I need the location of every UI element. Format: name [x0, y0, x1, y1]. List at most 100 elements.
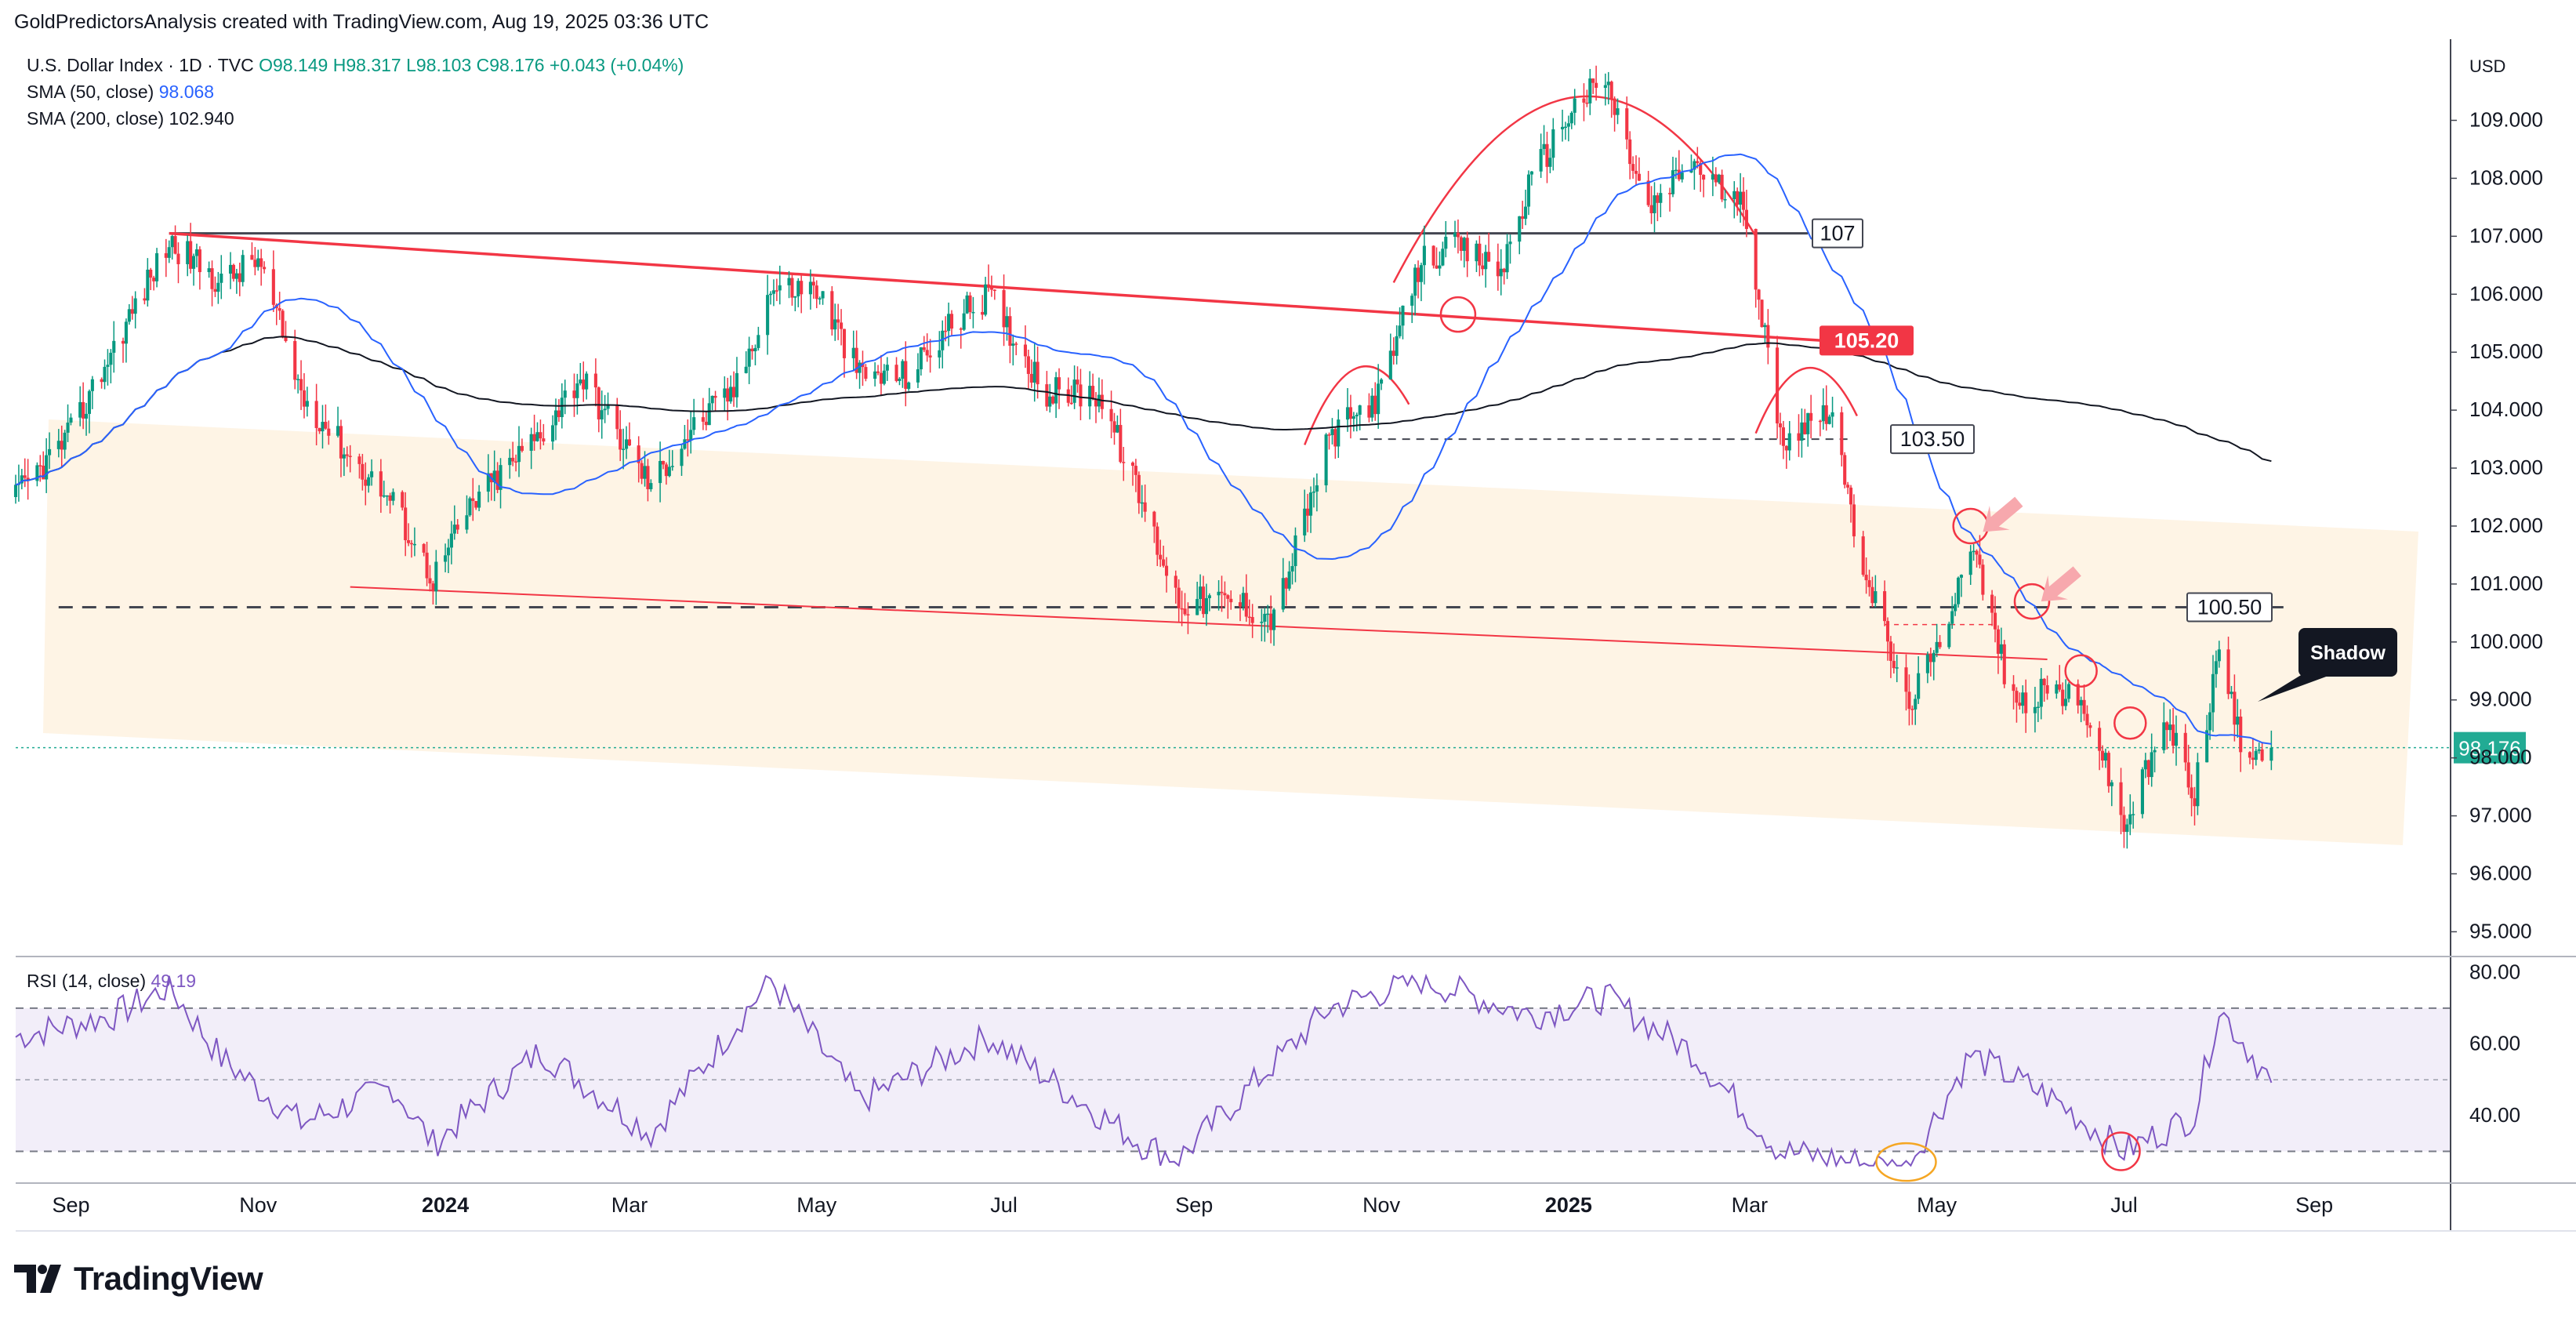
candle-body — [1649, 205, 1653, 213]
candle-body — [1689, 169, 1693, 173]
candle-body — [2033, 706, 2037, 713]
candle-body — [1778, 423, 1783, 428]
candle-body — [575, 383, 579, 398]
candle-body — [2193, 798, 2197, 807]
candle-body — [800, 281, 804, 295]
candle-body — [1595, 82, 1598, 89]
candle-body — [1993, 612, 1997, 630]
candle-body — [26, 477, 30, 481]
candle-body — [1766, 325, 1770, 348]
candle-body — [1008, 316, 1012, 346]
candle-body — [391, 492, 395, 501]
candle-body — [367, 477, 371, 486]
candle-body — [173, 236, 177, 254]
candle-body — [241, 255, 245, 282]
candle-body — [882, 370, 886, 384]
candle-body — [683, 439, 687, 449]
shadow-callout-pointer — [2258, 670, 2328, 702]
candle-body — [1702, 175, 1706, 180]
candle-body — [2061, 689, 2065, 706]
candle-body — [2143, 760, 2147, 770]
candle-body — [1162, 559, 1166, 566]
candle-body — [1122, 462, 1126, 463]
candle-body — [1229, 598, 1233, 603]
candle-body — [640, 463, 644, 479]
candle-body — [1892, 660, 1896, 669]
candle-body — [2045, 684, 2049, 694]
candle-body — [231, 264, 236, 279]
candle-body — [1244, 593, 1248, 617]
candle-body — [735, 372, 739, 398]
candle-body — [756, 335, 760, 348]
candle-body — [1281, 578, 1285, 610]
candle-body — [1413, 267, 1417, 296]
candle-body — [422, 543, 426, 553]
candle-body — [1591, 78, 1595, 83]
candle-body — [444, 555, 448, 562]
candle-body — [2015, 691, 2019, 703]
candle-body — [2103, 753, 2108, 761]
candle-body — [864, 367, 868, 379]
price-tick-label: 98.000 — [2469, 746, 2532, 769]
pink-arrow-upper-shape — [1983, 496, 2023, 532]
candle-body — [1569, 112, 1573, 124]
candle-body — [250, 255, 254, 260]
candle-body — [535, 432, 539, 441]
candle-body — [1606, 82, 1610, 85]
candle-body — [1337, 419, 1341, 447]
candle-body — [876, 371, 880, 373]
candle-body — [471, 498, 475, 501]
candle-body — [1849, 487, 1853, 505]
candle-body — [278, 308, 281, 311]
candle-body — [1223, 593, 1227, 596]
sma200-value: 102.940 — [169, 108, 234, 129]
candle-body — [732, 387, 736, 398]
candle-body — [382, 495, 386, 497]
candle-body — [989, 285, 993, 290]
rsi-line — [15, 973, 2273, 1168]
candle-body — [327, 428, 331, 436]
legend-rsi-row[interactable]: RSI (14, close) 49.19 — [27, 971, 196, 992]
tradingview-logo-icon — [14, 1265, 61, 1293]
rsi-pane — [15, 973, 2451, 1182]
candle-body — [1560, 126, 1565, 129]
candle-body — [164, 252, 168, 258]
candle-body — [1266, 613, 1270, 615]
candle-body — [925, 350, 929, 356]
candle-body — [149, 269, 153, 278]
candle-body — [1717, 174, 1721, 183]
time-tick-label: Sep — [52, 1193, 89, 1217]
candle-body — [1539, 149, 1543, 172]
candle-body — [38, 465, 42, 466]
legend-symbol-row[interactable]: U.S. Dollar Index · 1D · TVC O98.149 H98… — [27, 55, 684, 76]
candle-body — [146, 269, 150, 301]
candle-body — [1696, 161, 1700, 163]
candle-body — [361, 463, 365, 480]
candle-body — [2214, 661, 2218, 674]
candle-body — [220, 274, 223, 283]
candle-body — [622, 448, 626, 450]
candle-body — [1741, 191, 1746, 210]
time-tick-label: 2025 — [1545, 1193, 1592, 1217]
candle-body — [1625, 108, 1629, 140]
tradingview-logo[interactable]: TradingView — [14, 1255, 263, 1302]
candle-body — [1303, 508, 1307, 535]
candle-body — [539, 432, 542, 439]
candle-body — [907, 382, 911, 389]
legend-sma200-row[interactable]: SMA (200, close) 102.940 — [27, 108, 234, 129]
candle-body — [821, 291, 825, 299]
candle-body — [155, 252, 159, 281]
candle-body — [1481, 265, 1485, 270]
sma50-label: SMA (50, close) — [27, 82, 154, 102]
candle-body — [1781, 427, 1785, 446]
legend-sma50-row[interactable]: SMA (50, close) 98.068 — [27, 82, 214, 103]
candle-body — [1045, 384, 1049, 407]
candle-body — [1518, 216, 1522, 242]
candle-body — [1874, 591, 1878, 604]
candle-body — [962, 313, 966, 330]
candle-body — [1928, 654, 1932, 662]
candle-body — [1968, 551, 1972, 575]
candle-body — [579, 379, 582, 384]
price-touch-circle — [2013, 583, 2051, 620]
